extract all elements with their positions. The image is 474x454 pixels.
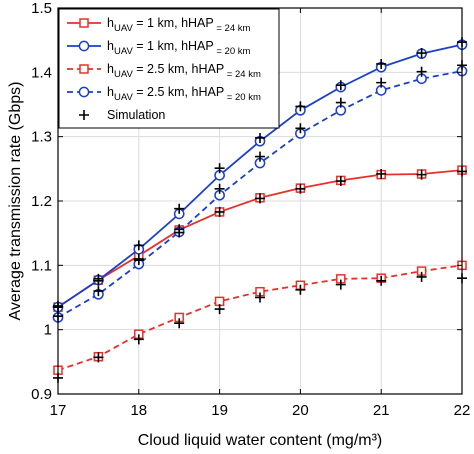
- simulation-point-2-3: [174, 318, 185, 329]
- legend-marker-0: [79, 18, 89, 28]
- simulation-point-1-3: [174, 203, 185, 214]
- legend-subscript: = 20 km: [214, 46, 251, 57]
- y-tick-label-6: 1.5: [31, 0, 52, 17]
- legend-text-part: h: [107, 16, 114, 30]
- simulation-point-3-1: [93, 286, 104, 297]
- legend-marker-simulation: [79, 110, 89, 120]
- legend-entry-0: hUAV = 1 km, hHAP = 24 km: [67, 16, 251, 34]
- y-axis-label: Average transmission rate (Gbps): [7, 82, 24, 321]
- series-2-line: [57, 264, 463, 372]
- series-0-line: [57, 169, 463, 308]
- legend-marker-3: [78, 86, 90, 98]
- legend-text-part: = 1 km, h: [133, 39, 188, 53]
- simulation-point-1-6: [295, 101, 306, 112]
- legend-marker-2: [79, 64, 89, 74]
- simulation-point-1-1: [93, 273, 104, 284]
- y-tick-label-5: 1.4: [31, 64, 52, 81]
- simulation-point-2-1: [93, 352, 104, 363]
- simulation-point-2-8: [376, 275, 387, 286]
- legend-subscript: UAV: [114, 23, 133, 34]
- simulation-point-2-5: [255, 292, 265, 303]
- simulation-point-3-3: [174, 224, 185, 235]
- simulation-point-0-9: [416, 169, 427, 180]
- y-tick-label-4: 1.3: [31, 129, 52, 146]
- legend-subscript: = 24 km: [224, 69, 261, 80]
- legend-entry-3: hUAV = 2.5 km, hHAP = 20 km: [67, 85, 261, 103]
- legend-subscript: UAV: [114, 92, 133, 103]
- legend-text-part: HAP: [188, 39, 214, 53]
- legend-entry-1: hUAV = 1 km, hHAP = 20 km: [67, 39, 251, 57]
- legend-subscript: = 24 km: [214, 23, 251, 34]
- simulation-point-3-6: [295, 123, 306, 134]
- simulation-point-1-7: [335, 80, 346, 91]
- legend-label-0: hUAV = 1 km, hHAP = 24 km: [107, 16, 251, 34]
- simulation-point-3-4: [214, 183, 225, 194]
- simulation-point-3-5: [255, 151, 265, 162]
- legend-text-part: HAP: [198, 62, 224, 76]
- simulation-point-1-4: [214, 163, 225, 174]
- x-axis-label: Cloud liquid water content (mg/m³): [138, 432, 383, 449]
- legend-label-1: hUAV = 1 km, hHAP = 20 km: [107, 39, 251, 57]
- legend-text-part: h: [107, 85, 114, 99]
- legend-entry-2: hUAV = 2.5 km, hHAP = 24 km: [67, 62, 261, 80]
- simulation-point-3-7: [335, 97, 346, 108]
- legend-box: [58, 8, 280, 129]
- y-tick-label-3: 1.2: [31, 193, 52, 210]
- legend-text-part: = 1 km, h: [133, 16, 188, 30]
- simulation-point-2-7: [335, 279, 346, 290]
- x-tick-label-0: 17: [50, 402, 67, 419]
- axes: 17 18 19 20 21 22 0.9 1 1.1 1.2 1.3 1.4 1.5 Cloud liq…: [7, 0, 470, 449]
- y-tick-label-1: 1: [44, 322, 52, 339]
- legend-subscript: UAV: [114, 46, 133, 57]
- simulation-point-0-6: [295, 183, 306, 194]
- simulation-point-0-8: [376, 168, 387, 179]
- legend-subscript: UAV: [114, 69, 133, 80]
- legend-label-3: hUAV = 2.5 km, hHAP = 20 km: [107, 85, 261, 103]
- simulation-point-3-9: [416, 66, 427, 77]
- simulation-point-1-5: [255, 132, 265, 143]
- simulation-point-3-8: [376, 77, 387, 88]
- simulation-point-3-2: [133, 255, 144, 266]
- legend-subscript: = 20 km: [224, 92, 261, 103]
- simulation-point-2-2: [133, 334, 144, 345]
- simulation-point-0-4: [214, 206, 225, 217]
- x-tick-label-5: 22: [454, 402, 471, 419]
- simulation-point-2-6: [295, 284, 306, 295]
- legend-text-part: h: [107, 39, 114, 53]
- legend-text-part: HAP: [188, 16, 214, 30]
- simulation-point-1-9: [416, 48, 427, 59]
- legend-text-part: h: [107, 62, 114, 76]
- simulation-point-0-5: [255, 193, 265, 204]
- x-tick-label-2: 19: [211, 402, 228, 419]
- legend-label-simulation: Simulation: [107, 108, 165, 122]
- simulation-point-1-8: [376, 58, 387, 69]
- simulation-point-1-2: [133, 240, 144, 251]
- legend-label-2: hUAV = 2.5 km, hHAP = 24 km: [107, 62, 261, 80]
- x-tick-label-4: 21: [373, 402, 390, 419]
- x-tick-label-3: 20: [292, 402, 309, 419]
- y-tick-label-0: 0.9: [31, 386, 52, 403]
- legend-text-part: = 2.5 km, h: [133, 62, 199, 76]
- legend-text-part: HAP: [198, 85, 224, 99]
- simulation-point-0-7: [335, 176, 346, 187]
- legend-text-part: = 2.5 km, h: [133, 85, 199, 99]
- simulation-point-2-9: [416, 271, 427, 282]
- legend-marker-1: [78, 40, 90, 52]
- simulation-point-2-4: [214, 304, 225, 315]
- y-tick-label-2: 1.1: [31, 257, 52, 274]
- x-tick-label-1: 18: [130, 402, 147, 419]
- legend-entry-simulation: Simulation: [79, 108, 165, 122]
- series-2: [53, 260, 467, 375]
